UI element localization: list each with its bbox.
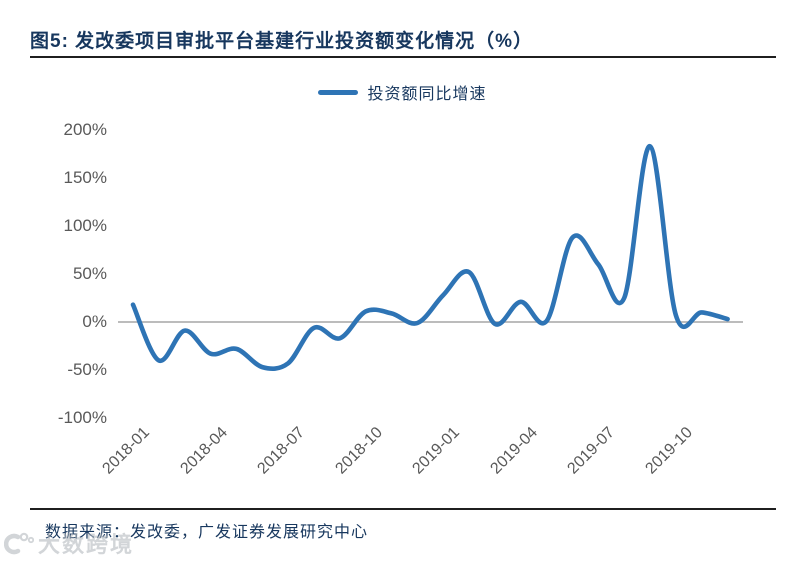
legend-label: 投资额同比增速	[367, 86, 487, 103]
title-divider	[30, 56, 776, 58]
watermark-label: 大数跨境	[38, 532, 135, 557]
legend-line-swatch-icon	[318, 89, 359, 95]
legend: 投资额同比增速	[0, 82, 805, 103]
watermark-logo-icon	[4, 532, 34, 555]
investment-growth-line	[130, 143, 730, 371]
footer-divider	[30, 508, 776, 510]
watermark: 大数跨境	[4, 527, 134, 559]
data-source-note: 数据来源：发改委，广发证券发展研究中心	[45, 524, 369, 541]
figure-title: 图5: 发改委项目审批平台基建行业投资额变化情况（%）	[30, 31, 534, 52]
